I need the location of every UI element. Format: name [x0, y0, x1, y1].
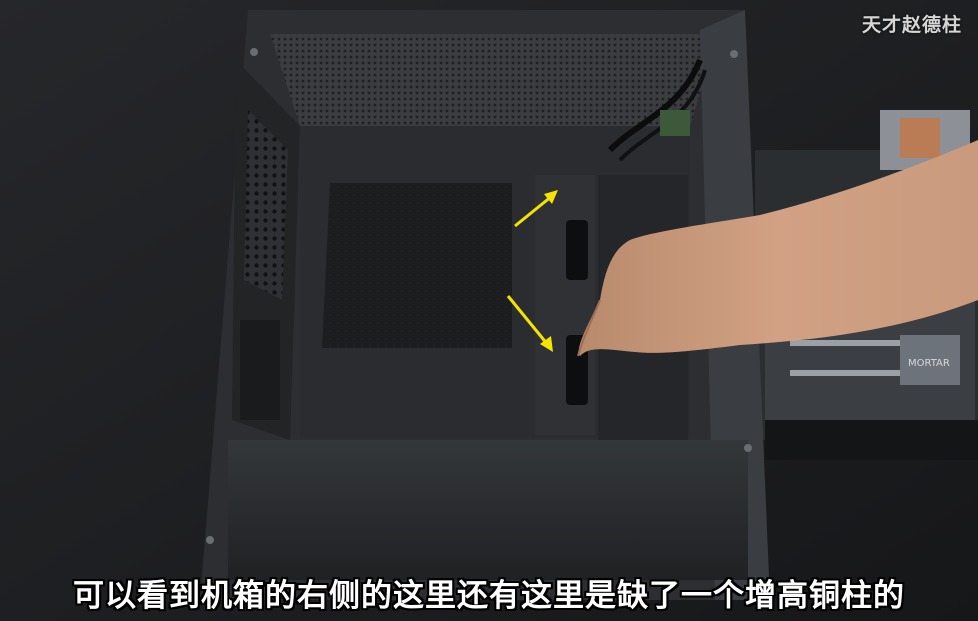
arrow-upper-head	[544, 190, 558, 204]
psu-shroud	[228, 440, 748, 580]
video-subtitle: 可以看到机箱的右侧的这里还有这里是缺了一个增高铜柱的	[73, 578, 905, 614]
svg-text:MORTAR: MORTAR	[908, 358, 950, 369]
arrow-lower-head	[540, 336, 553, 352]
annotation-arrows	[506, 190, 558, 352]
hand-pointing	[577, 140, 978, 357]
cpu-cutout	[322, 183, 512, 348]
arrow-upper	[514, 194, 553, 228]
pc-case	[200, 10, 770, 600]
channel-watermark: 天才赵德柱	[861, 14, 962, 36]
arrow-lower	[506, 295, 550, 346]
cable-grommet-upper	[566, 220, 588, 280]
